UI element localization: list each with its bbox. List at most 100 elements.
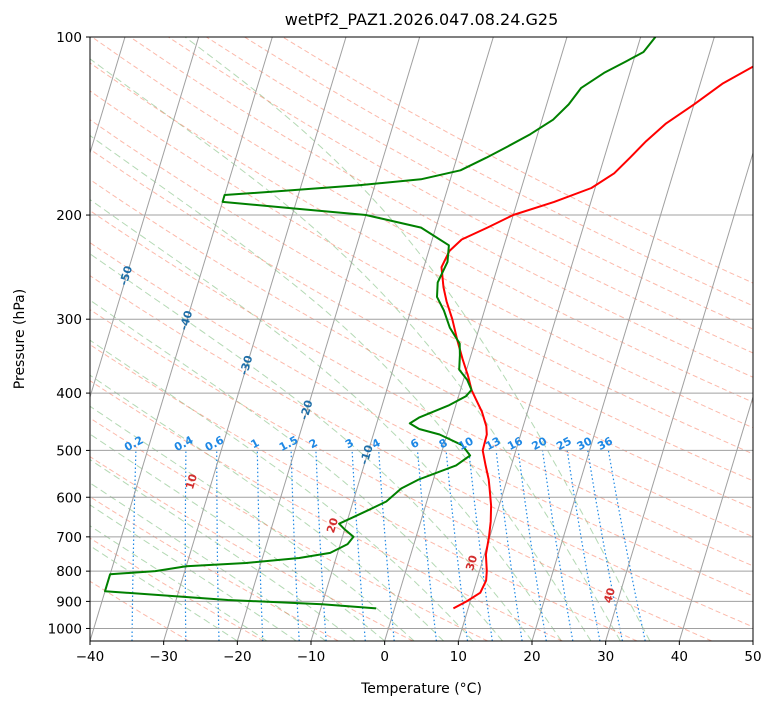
x-tick-label: 10 bbox=[450, 649, 467, 665]
isotherm-label: -10 bbox=[358, 443, 376, 466]
isotherm-line bbox=[163, 37, 347, 641]
skewed-isotherms bbox=[90, 37, 753, 641]
dry-adiabat bbox=[244, 37, 753, 307]
mixing-ratio-line bbox=[184, 450, 187, 641]
mixing-ratio-line bbox=[416, 450, 437, 641]
dry-adiabat bbox=[90, 148, 753, 509]
dry-adiabat-label: 40 bbox=[601, 586, 618, 605]
isotherm-label: -20 bbox=[297, 398, 315, 421]
x-tick-label: −20 bbox=[223, 649, 252, 665]
dry-adiabat bbox=[90, 242, 753, 597]
mixing-ratio-label: 10 bbox=[456, 434, 476, 453]
pressure-gridlines bbox=[90, 37, 753, 629]
mixing-ratio-line bbox=[445, 450, 469, 641]
plot-area bbox=[90, 37, 753, 641]
y-axis-ticks: 100 200 300 400 500 600 700 800 900 1000 bbox=[48, 30, 90, 637]
mixing-ratio-line bbox=[607, 450, 646, 641]
dry-adiabat-label: 10 bbox=[183, 472, 200, 491]
dry-adiabat bbox=[90, 90, 753, 455]
y-tick-label: 200 bbox=[56, 208, 82, 224]
dry-adiabat bbox=[206, 37, 753, 330]
dry-adiabat bbox=[90, 275, 753, 628]
dry-adiabat bbox=[90, 580, 190, 641]
x-tick-label: −10 bbox=[297, 649, 326, 665]
isotherm-line bbox=[90, 37, 126, 155]
isotherm-label: -50 bbox=[117, 264, 135, 287]
mixing-ratio-label: 16 bbox=[505, 434, 525, 453]
moist-adiabat bbox=[90, 134, 592, 641]
plot-frame bbox=[89, 36, 754, 642]
dry-adiabat bbox=[90, 380, 563, 641]
chart-title: wetPf2_PAZ1.2026.047.08.24.G25 bbox=[285, 10, 559, 30]
mixing-ratio-line bbox=[290, 450, 300, 641]
mixing-ratio-line bbox=[216, 450, 220, 641]
moist-adiabat bbox=[90, 339, 474, 641]
mixing-ratio-label: 20 bbox=[530, 434, 550, 453]
y-tick-label: 600 bbox=[56, 490, 82, 506]
x-axis-ticks: −40 −30 −20 −10 0 10 20 30 40 50 bbox=[76, 641, 762, 665]
dry-adiabat bbox=[90, 537, 264, 641]
x-tick-label: 40 bbox=[671, 649, 688, 665]
isotherm-line bbox=[384, 37, 568, 641]
isotherm-line bbox=[90, 37, 200, 399]
dry-adiabat bbox=[168, 37, 753, 354]
isotherm-line bbox=[236, 37, 421, 641]
isotherm-line bbox=[605, 151, 753, 641]
moist-adiabat bbox=[90, 374, 444, 641]
isotherm-line bbox=[90, 37, 273, 641]
y-tick-label: 1000 bbox=[48, 621, 82, 637]
dry-adiabat bbox=[282, 37, 753, 284]
moist-adiabat bbox=[90, 482, 326, 641]
y-tick-label: 300 bbox=[56, 312, 82, 328]
isotherm-line bbox=[678, 395, 753, 641]
mixing-ratio-line bbox=[256, 450, 264, 641]
x-tick-label: 50 bbox=[744, 649, 761, 665]
y-tick-label: 500 bbox=[56, 443, 82, 459]
x-tick-label: −30 bbox=[149, 649, 178, 665]
dry-adiabat-label: 30 bbox=[463, 553, 480, 572]
dry-adiabat-label: 20 bbox=[324, 516, 341, 535]
dry-adiabat bbox=[90, 119, 753, 482]
mixing-ratio-line bbox=[495, 450, 523, 641]
isotherm-line bbox=[531, 37, 715, 641]
mixing-ratio-label: 36 bbox=[595, 434, 615, 453]
mixing-ratio-line bbox=[315, 450, 327, 641]
isotherm-label: -30 bbox=[237, 354, 255, 377]
moist-adiabat bbox=[90, 58, 621, 641]
isotherm-label: -40 bbox=[177, 309, 195, 332]
sounding-series bbox=[104, 37, 753, 610]
dry-adiabat bbox=[129, 37, 753, 378]
mixing-ratio-line bbox=[468, 450, 493, 641]
dry-adiabat bbox=[90, 344, 638, 641]
moist-adiabat bbox=[90, 299, 503, 641]
moist-adiabat bbox=[90, 545, 238, 641]
x-tick-label: −40 bbox=[76, 649, 105, 665]
moist-adiabat bbox=[90, 458, 356, 641]
mixing-ratio-line bbox=[378, 450, 395, 641]
y-tick-label: 100 bbox=[56, 30, 82, 46]
moist-adiabat bbox=[90, 253, 533, 641]
mixing-ratio-label: 30 bbox=[575, 434, 595, 453]
mixing-ratio-line bbox=[517, 450, 547, 641]
mixing-ratio-label: 25 bbox=[554, 434, 574, 453]
dry-adiabats bbox=[90, 37, 753, 641]
x-axis-label: Temperature (°C) bbox=[360, 681, 482, 697]
mixing-ratio-line bbox=[566, 450, 601, 641]
y-axis-label: Pressure (hPa) bbox=[12, 289, 28, 389]
mixing-ratio-line bbox=[131, 450, 137, 641]
dry-adiabat bbox=[90, 178, 753, 538]
x-tick-label: 0 bbox=[380, 649, 389, 665]
x-tick-label: 20 bbox=[523, 649, 540, 665]
y-tick-label: 900 bbox=[56, 594, 82, 610]
moist-adiabat bbox=[90, 199, 562, 641]
y-tick-label: 700 bbox=[56, 530, 82, 546]
x-tick-label: 30 bbox=[597, 649, 614, 665]
isotherm-line bbox=[310, 37, 494, 641]
y-tick-label: 400 bbox=[56, 386, 82, 402]
mixing-ratio-label: 13 bbox=[483, 434, 503, 453]
moist-adiabat bbox=[184, 37, 651, 641]
temperature-line bbox=[440, 65, 753, 610]
y-tick-label: 800 bbox=[56, 564, 82, 580]
dewpoint-line bbox=[104, 37, 657, 610]
